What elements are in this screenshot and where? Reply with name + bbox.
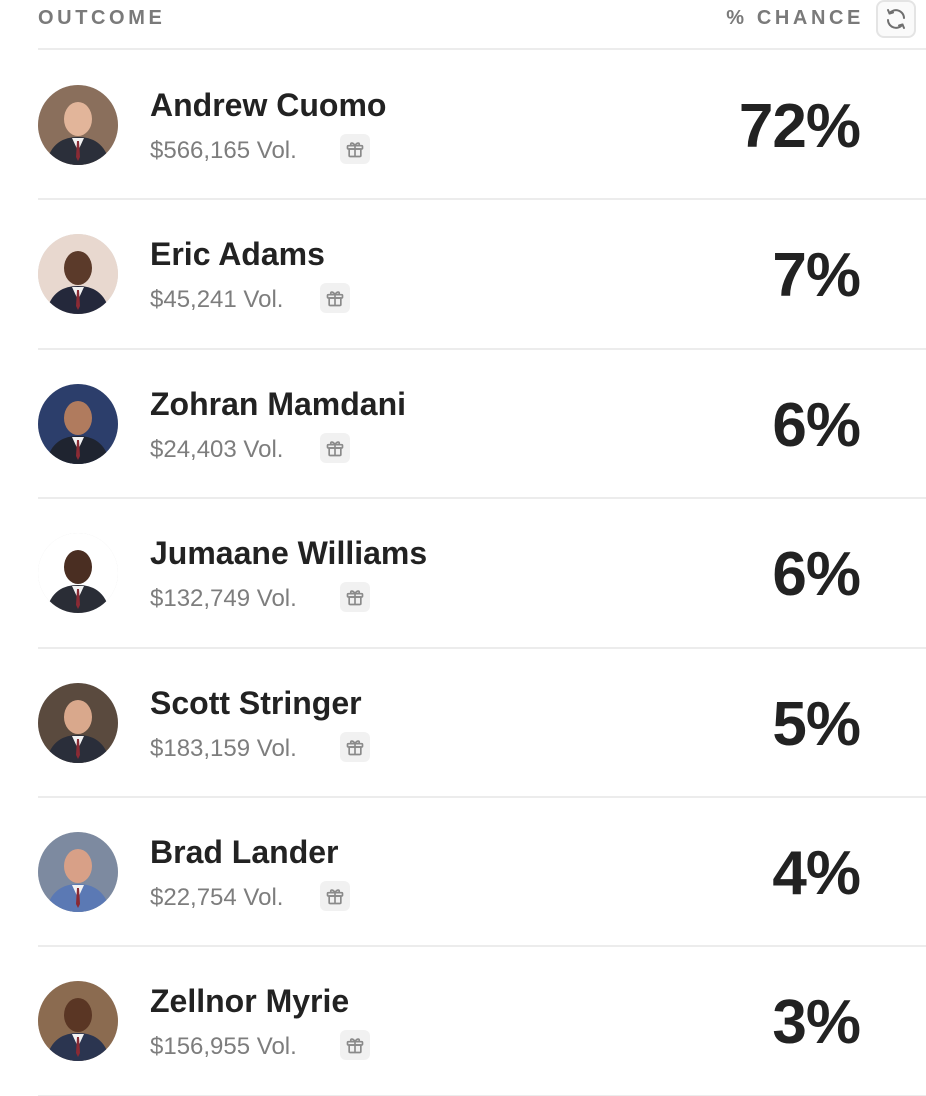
outcomes-header: OUTCOME % CHANCE [38,0,926,50]
trading-volume: $132,749 Vol. [150,585,297,613]
gift-icon [346,1038,364,1054]
outcome-row[interactable]: Eric Adams $45,241 Vol. 7% [38,200,926,350]
gift-icon [346,142,364,158]
gift-icon [346,590,364,606]
gift-button[interactable] [340,582,370,613]
gift-button[interactable] [320,880,350,911]
candidate-avatar [38,234,118,315]
candidate-avatar [38,831,118,912]
outcome-chance: 72% [738,92,861,161]
candidate-name: Zohran Mamdani [150,385,407,422]
trading-volume: $45,241 Vol. [150,286,284,314]
refresh-icon [887,9,905,29]
candidate-avatar [38,682,118,763]
outcome-column-header: OUTCOME [38,7,166,29]
candidate-name: Andrew Cuomo [150,87,387,123]
outcome-row[interactable]: Jumaane Williams $132,749 Vol. 6% [38,499,926,649]
chance-column-header: % CHANCE [726,7,864,29]
outcome-row[interactable]: Scott Stringer $183,159 Vol. 5% [38,649,926,798]
gift-button[interactable] [340,134,370,164]
gift-icon [326,889,344,905]
trading-volume: $566,165 Vol. [150,137,297,164]
candidate-name: Zellnor Myrie [150,983,350,1020]
candidate-avatar [38,85,118,165]
outcome-row[interactable]: Zellnor Myrie $156,955 Vol. 3% [38,947,926,1096]
outcome-list: Andrew Cuomo $566,165 Vol. 72% Eric Adams $4… [38,51,926,1096]
trading-volume: $156,955 Vol. [150,1033,297,1061]
candidate-name: Scott Stringer [150,684,362,721]
outcome-row[interactable]: Zohran Mamdani $24,403 Vol. 6% [38,350,926,500]
outcome-row[interactable]: Brad Lander $22,754 Vol. 4% [38,798,926,948]
gift-button[interactable] [340,1030,370,1061]
gift-icon [326,291,344,307]
trading-volume: $183,159 Vol. [150,734,297,762]
gift-button[interactable] [320,283,350,314]
candidate-avatar [38,383,118,464]
outcome-chance: 5% [772,689,861,759]
candidate-name: Jumaane Williams [150,535,428,572]
gift-button[interactable] [340,731,370,762]
candidate-avatar [38,981,118,1062]
outcome-row[interactable]: Andrew Cuomo $566,165 Vol. 72% [38,51,926,201]
candidate-name: Brad Lander [150,833,339,870]
outcome-chance: 6% [772,390,861,460]
gift-icon [326,441,344,457]
gift-button[interactable] [320,432,350,463]
outcome-chance: 7% [772,241,861,311]
trading-volume: $24,403 Vol. [150,435,284,463]
outcome-chance: 6% [772,540,861,610]
gift-icon [346,739,364,755]
refresh-button[interactable] [876,0,916,38]
candidate-name: Eric Adams [150,236,325,273]
trading-volume: $22,754 Vol. [150,883,284,911]
candidate-avatar [38,533,118,614]
outcome-chance: 4% [772,838,861,908]
outcome-chance: 3% [772,988,861,1058]
